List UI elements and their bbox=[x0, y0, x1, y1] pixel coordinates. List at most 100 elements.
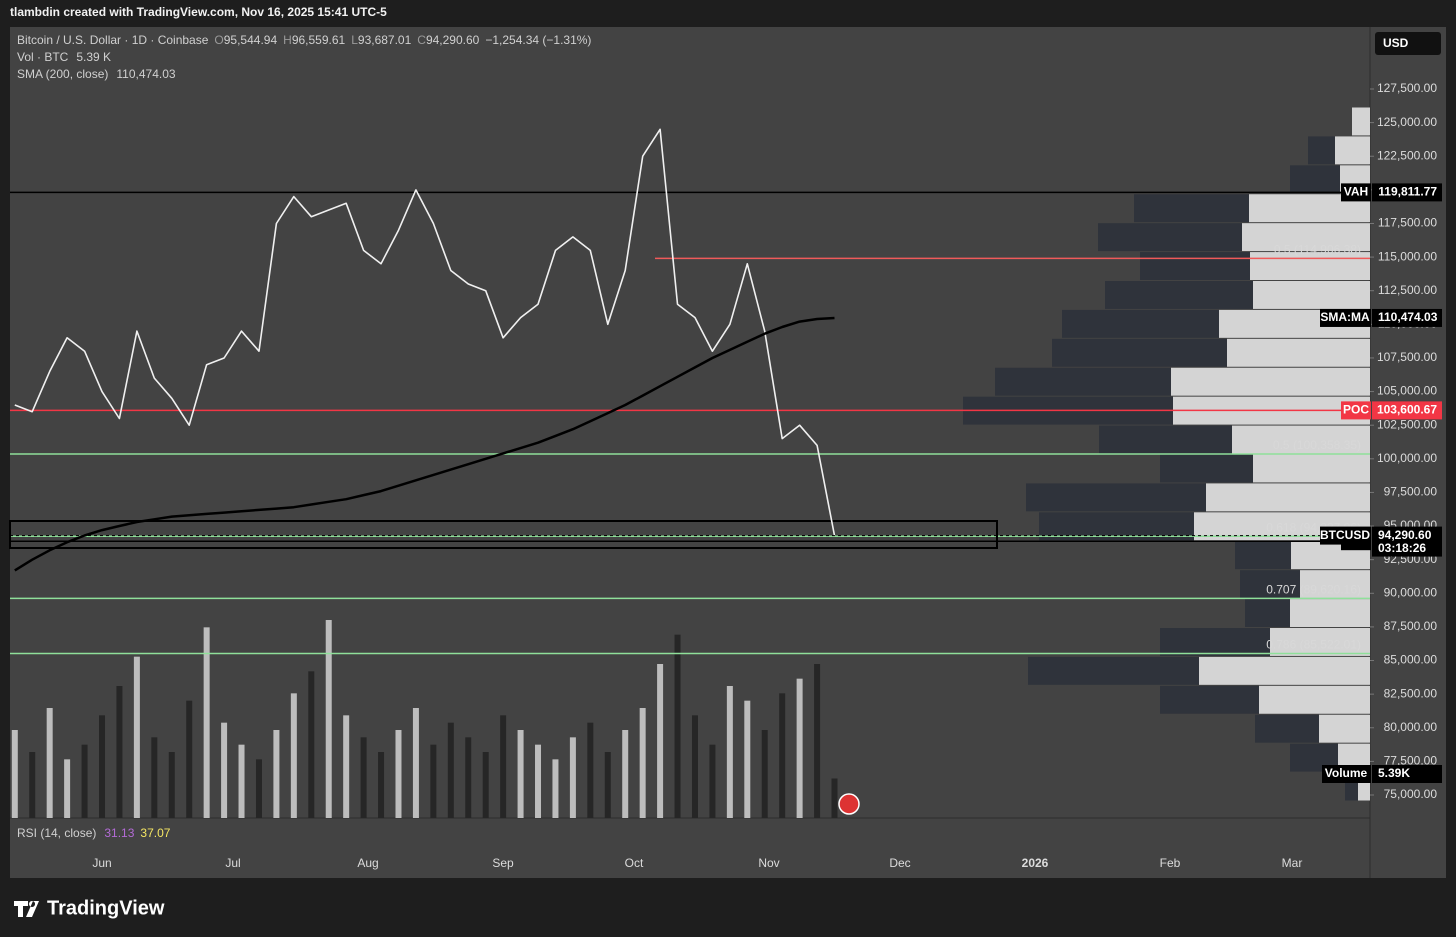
level-label: 0.707 (89,620.16) bbox=[1266, 583, 1361, 597]
tag-value: 5.39K bbox=[1378, 766, 1410, 780]
y-tick-label: 90,000.00 bbox=[1384, 585, 1438, 599]
tag-name-box bbox=[1320, 308, 1371, 327]
ohlc-key: O bbox=[214, 33, 223, 47]
y-tick-label: 107,500.00 bbox=[1377, 350, 1437, 364]
volume-label: Vol · BTC bbox=[17, 50, 69, 64]
profile-light bbox=[1171, 367, 1370, 396]
profile-light bbox=[1319, 714, 1370, 743]
volume-bar bbox=[412, 708, 419, 818]
y-tick-label: 82,500.00 bbox=[1384, 686, 1438, 700]
profile-light bbox=[1242, 223, 1370, 252]
y-tick-label: 117,500.00 bbox=[1378, 216, 1437, 230]
x-tick-label: Jun bbox=[92, 856, 111, 870]
volume-bar bbox=[343, 715, 350, 818]
volume-bar bbox=[203, 627, 210, 818]
tag-name-box bbox=[1341, 401, 1371, 420]
tag-name-box bbox=[1341, 183, 1371, 202]
volume-bar bbox=[500, 715, 507, 818]
y-tick-label: 115,000.00 bbox=[1378, 249, 1437, 263]
volume-bar bbox=[552, 759, 559, 818]
volume-bar bbox=[814, 664, 821, 818]
volume-bar bbox=[604, 752, 611, 818]
profile-light bbox=[1199, 656, 1370, 685]
volume-bar bbox=[744, 700, 751, 818]
currency-button[interactable] bbox=[1375, 32, 1441, 55]
ohlc-key: C bbox=[417, 33, 426, 47]
rsi-label: RSI (14, close) bbox=[17, 826, 96, 840]
tag-name: SMA:MA bbox=[1320, 310, 1370, 324]
profile-light bbox=[1259, 685, 1370, 714]
x-tick-label: Jul bbox=[225, 856, 240, 870]
volume-bar bbox=[11, 730, 18, 818]
volume-bar bbox=[482, 752, 489, 818]
profile-dark bbox=[1098, 223, 1242, 252]
volume-bar bbox=[290, 693, 297, 818]
volume-bar bbox=[133, 656, 140, 818]
volume-bar bbox=[430, 744, 437, 818]
volume-bar bbox=[378, 752, 385, 818]
tag-value: 119,811.77 bbox=[1378, 185, 1437, 199]
profile-light bbox=[1290, 599, 1370, 627]
tag-value-box bbox=[1372, 526, 1442, 557]
ohlc-key: H bbox=[283, 33, 292, 47]
y-tick-label: 87,500.00 bbox=[1384, 619, 1438, 633]
tag-name: BTCUSD bbox=[1320, 528, 1370, 542]
x-tick-label: Feb bbox=[1160, 856, 1181, 870]
y-tick-label: 122,500.00 bbox=[1377, 148, 1437, 162]
countdown: 03:18:26 bbox=[1378, 541, 1426, 555]
tag-name-box bbox=[1320, 526, 1371, 545]
y-tick-label: 75,000.00 bbox=[1384, 787, 1438, 801]
y-tick-label: 127,500.00 bbox=[1377, 81, 1437, 95]
y-tick-label: 102,500.00 bbox=[1377, 417, 1437, 431]
profile-dark bbox=[1026, 483, 1206, 512]
x-tick-label: Mar bbox=[1282, 856, 1303, 870]
ohlc-key: L bbox=[351, 33, 358, 47]
profile-dark bbox=[1062, 309, 1219, 338]
profile-dark bbox=[1245, 599, 1290, 627]
tag-value: 110,474.03 bbox=[1378, 310, 1438, 324]
profile-dark bbox=[1105, 281, 1253, 309]
y-tick-label: 85,000.00 bbox=[1384, 653, 1438, 667]
x-tick-label: Nov bbox=[758, 856, 779, 870]
y-tick-label: 105,000.00 bbox=[1377, 384, 1437, 398]
ohlc-value: 96,559.61 bbox=[292, 33, 346, 47]
tag-value-box bbox=[1372, 183, 1442, 202]
tag-value: 94,290.60 bbox=[1378, 528, 1432, 542]
event-flag[interactable] bbox=[838, 793, 860, 815]
volume-value: 5.39 K bbox=[76, 50, 111, 64]
profile-dark bbox=[1160, 628, 1270, 656]
y-tick-label: 125,000.00 bbox=[1377, 115, 1437, 129]
volume-bar bbox=[360, 737, 367, 818]
volume-bar bbox=[761, 730, 768, 818]
rsi-value: 31.13 bbox=[104, 826, 134, 840]
y-tick-label: 100,000.00 bbox=[1377, 451, 1437, 465]
volume-bar bbox=[465, 737, 472, 818]
plot: 75,000.00 77,500.00 80,000.00 82,500.00 85,0… bbox=[9, 81, 1442, 870]
profile-dark bbox=[1308, 136, 1335, 165]
y-tick-label: 77,500.00 bbox=[1384, 754, 1438, 768]
volume-bar bbox=[151, 737, 158, 818]
profile-dark bbox=[1140, 252, 1250, 280]
profile-light bbox=[1232, 425, 1370, 454]
profile-dark bbox=[1134, 194, 1249, 223]
profile-dark bbox=[1240, 570, 1300, 599]
profile-light bbox=[1253, 454, 1370, 483]
profile-dark bbox=[1160, 454, 1253, 483]
tag-name: VAH bbox=[1344, 185, 1368, 199]
currency[interactable]: USD bbox=[1383, 36, 1409, 50]
volume-bar bbox=[535, 744, 542, 818]
svg-text:SMA (200, close)110,474.03: SMA (200, close) 110,474.03 bbox=[17, 67, 176, 81]
legend: Bitcoin / U.S. Dollar · 1D · Coinbase O95… bbox=[17, 33, 591, 840]
volume-bar bbox=[81, 744, 88, 818]
sma-value: 110,474.03 bbox=[116, 67, 175, 81]
sma-label: SMA (200, close) bbox=[17, 67, 108, 81]
ohlc-value: 94,290.60 bbox=[426, 33, 480, 47]
volume-bar bbox=[116, 686, 123, 818]
ohlc-value: 93,687.01 bbox=[358, 33, 412, 47]
tag-name-box bbox=[1322, 765, 1371, 783]
profile-light bbox=[1206, 483, 1370, 512]
volume-bar bbox=[221, 722, 228, 818]
profile-light bbox=[1250, 252, 1370, 280]
